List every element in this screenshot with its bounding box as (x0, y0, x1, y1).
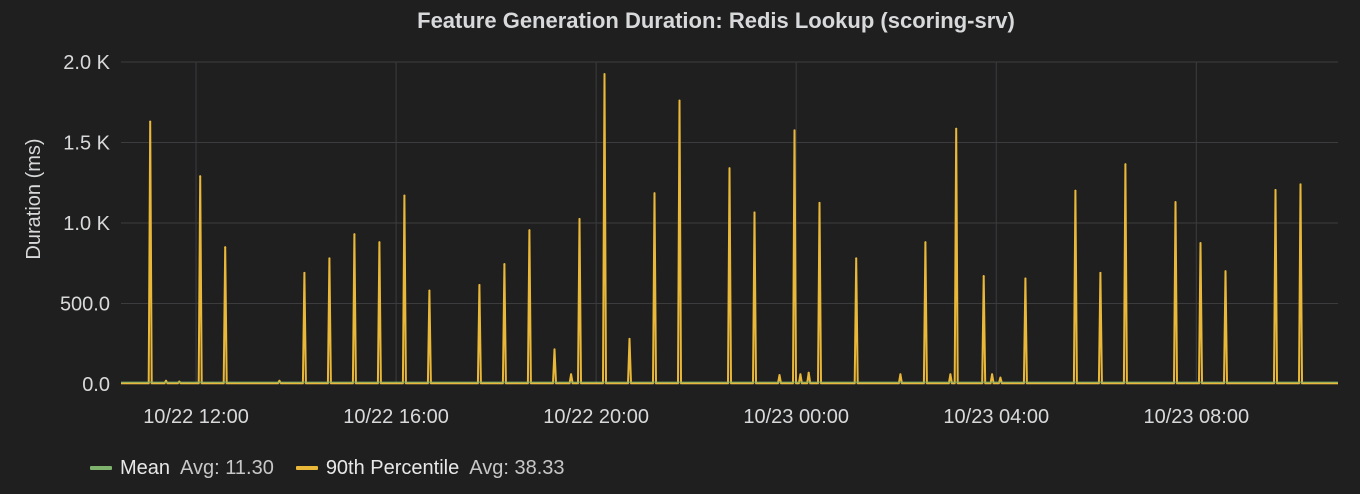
data-point-p90 (1074, 189, 1077, 192)
x-tick-label: 10/22 16:00 (343, 406, 449, 428)
data-point-p90 (578, 218, 581, 220)
data-point-p90 (603, 73, 606, 76)
data-point-p90 (1224, 270, 1227, 273)
x-tick-label: 10/23 04:00 (943, 406, 1049, 428)
data-point-p90 (778, 374, 781, 377)
series-layer (121, 73, 1338, 385)
data-point-p90 (278, 379, 281, 382)
chart-title: Feature Generation Duration: Redis Looku… (417, 8, 1015, 33)
data-point-p90 (403, 194, 406, 197)
data-point-p90 (1299, 183, 1302, 186)
data-point-p90 (855, 257, 858, 260)
legend-name-p90: 90th Percentile (325, 456, 460, 479)
data-point-p90 (165, 379, 167, 382)
x-tick-label: 10/22 12:00 (143, 406, 249, 428)
y-axis-ticks: 0.0 500.0 1.0 K 1.5 K 2.0 K (60, 52, 111, 396)
data-point-p90 (799, 373, 802, 376)
data-point-p90 (728, 167, 731, 170)
data-point-p90 (1099, 271, 1102, 274)
data-point-p90 (999, 376, 1002, 379)
data-point-p90 (224, 246, 227, 249)
y-tick-label: 500.0 (60, 294, 110, 316)
x-tick-label: 10/23 00:00 (743, 406, 849, 428)
data-point-p90 (503, 263, 506, 266)
data-point-p90 (1274, 189, 1277, 191)
data-point-p90 (678, 99, 681, 102)
legend-name-mean: Mean (120, 456, 171, 479)
x-axis-ticks: 10/22 12:00 10/22 16:00 10/22 20:00 10/23 0… (143, 406, 1249, 428)
data-point-p90 (303, 271, 306, 274)
data-point-p90 (149, 120, 152, 123)
data-point-p90 (793, 129, 796, 132)
data-point-p90 (982, 275, 985, 278)
data-point-p90 (353, 233, 356, 236)
data-point-p90 (949, 373, 952, 376)
data-point-p90 (478, 284, 481, 286)
data-point-p90 (924, 241, 927, 244)
data-point-p90 (1174, 201, 1177, 204)
data-point-p90 (378, 241, 381, 244)
y-tick-label: 2.0 K (63, 52, 110, 74)
data-point-p90 (1199, 242, 1202, 245)
y-tick-label: 1.5 K (63, 133, 110, 155)
y-axis-label: Duration (ms) (23, 138, 45, 259)
y-tick-label: 0.0 (82, 374, 110, 396)
data-point-p90 (753, 211, 756, 214)
legend-item-mean[interactable]: Mean Avg: 11.30 (90, 457, 274, 480)
legend-avg-mean: Avg: 11.30 (180, 456, 274, 479)
data-point-p90 (628, 337, 631, 340)
data-point-p90 (991, 373, 994, 376)
x-tick-label: 10/22 20:00 (543, 406, 649, 428)
legend: Mean Avg: 11.30 90th Percentile Avg: 38.… (90, 454, 587, 482)
data-point-p90 (807, 371, 810, 374)
y-tick-label: 1.0 K (63, 213, 110, 235)
data-point-p90 (899, 373, 902, 376)
x-tick-label: 10/23 08:00 (1143, 406, 1249, 428)
data-point-p90 (653, 192, 656, 195)
data-point-p90 (1124, 163, 1127, 166)
data-point-p90 (328, 257, 331, 260)
data-point-p90 (1024, 277, 1027, 280)
data-point-p90 (199, 175, 202, 178)
data-point-p90 (570, 373, 573, 376)
legend-item-p90[interactable]: 90th Percentile Avg: 38.33 (295, 456, 565, 480)
legend-swatch-p90 (295, 466, 318, 470)
legend-swatch-mean (90, 466, 112, 470)
data-point-p90 (528, 229, 531, 232)
series-line-p90 (121, 73, 1338, 385)
data-point-p90 (818, 201, 821, 204)
data-point-p90 (428, 289, 431, 292)
data-point-p90 (955, 127, 958, 130)
data-point-p90 (553, 348, 556, 351)
legend-avg-p90: Avg: 38.33 (469, 456, 565, 479)
